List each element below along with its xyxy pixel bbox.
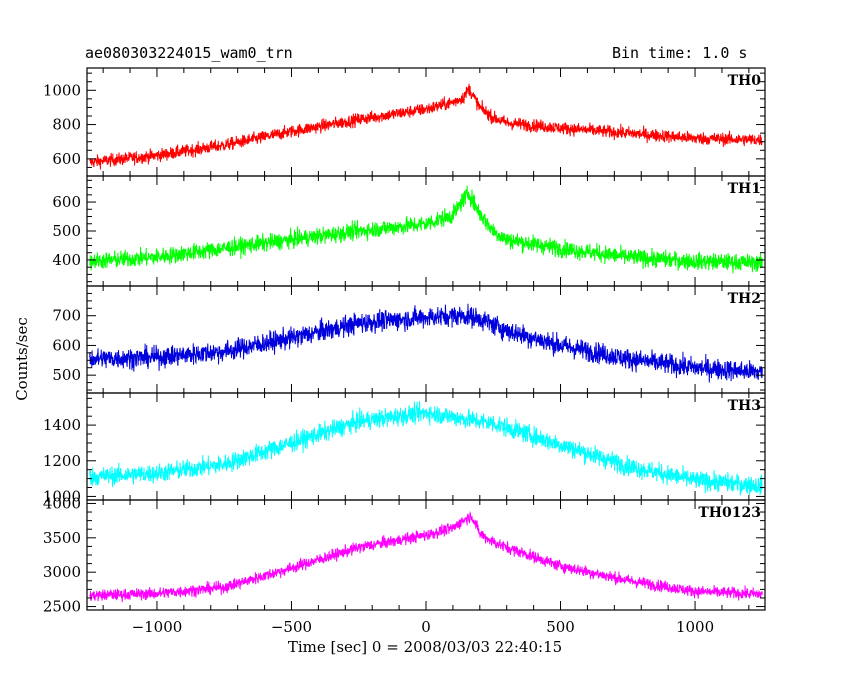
y-tick-label: 500 [52,222,81,240]
panel-frame-th1 [86,175,766,287]
y-tick-label: 1000 [43,487,81,505]
panel-label: TH2 [728,291,761,307]
y-tick-label: 3000 [43,563,81,581]
series-th2-line [89,303,763,383]
y-tick-label: 700 [52,307,81,325]
panel-label: TH0 [728,73,762,89]
y-tick-label: 1000 [43,81,81,99]
x-tick-label: −500 [271,618,312,636]
panel-label: TH3 [728,398,761,414]
chart-title: ae080303224015_wam0_trn [85,44,293,62]
x-tick-label: 500 [546,618,575,636]
y-tick-label: 600 [52,150,81,168]
y-tick-label: 3500 [43,529,81,547]
bin-time-label: Bin time: 1.0 s [612,44,748,62]
panel-frame-th0 [86,67,766,177]
y-tick-label: 1400 [43,416,81,434]
series-th0-line [89,83,763,170]
y-tick-label: 800 [52,116,81,134]
y-tick-label: 600 [52,336,81,354]
x-tick-label: −1000 [132,618,183,636]
x-tick-label: 1000 [676,618,714,636]
panel-label: TH1 [728,181,761,197]
y-tick-label: 4000 [43,494,81,512]
x-tick-label: 0 [421,618,431,636]
series-th1-line [89,185,763,274]
y-tick-label: 1200 [43,452,81,470]
panel-frame-th2 [86,285,766,394]
x-axis-label: Time [sec] 0 = 2008/03/03 22:40:15 [287,638,563,656]
y-tick-label: 400 [52,251,81,269]
y-tick-label: 2500 [43,598,81,616]
series-th3-line [89,401,763,496]
y-tick-label: 500 [52,366,81,384]
y-tick-label: 600 [52,193,81,211]
series-th0123-line [89,510,763,603]
panel-label: TH0123 [698,505,761,521]
